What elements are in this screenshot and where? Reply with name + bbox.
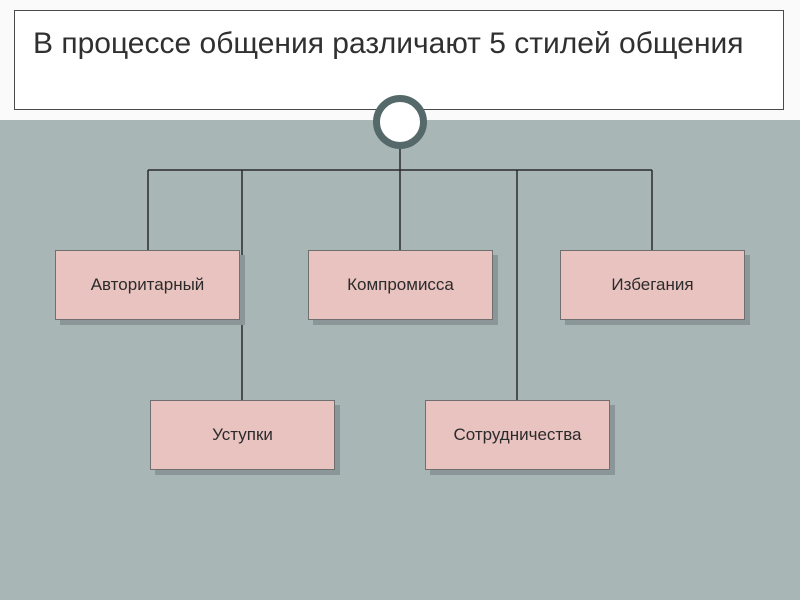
- node-label: Уступки: [212, 425, 273, 445]
- node-label: Сотрудничества: [453, 425, 581, 445]
- slide: В процессе общения различают 5 стилей об…: [0, 0, 800, 600]
- node-n5: Сотрудничества: [425, 400, 610, 470]
- node-label: Компромисса: [347, 275, 454, 295]
- node-n1: Авторитарный: [55, 250, 240, 320]
- node-label: Избегания: [611, 275, 693, 295]
- node-n4: Уступки: [150, 400, 335, 470]
- ring-icon: [373, 95, 427, 149]
- node-n2: Компромисса: [308, 250, 493, 320]
- bg-lower: [0, 120, 800, 600]
- node-n3: Избегания: [560, 250, 745, 320]
- slide-title: В процессе общения различают 5 стилей об…: [33, 25, 765, 63]
- node-label: Авторитарный: [91, 275, 205, 295]
